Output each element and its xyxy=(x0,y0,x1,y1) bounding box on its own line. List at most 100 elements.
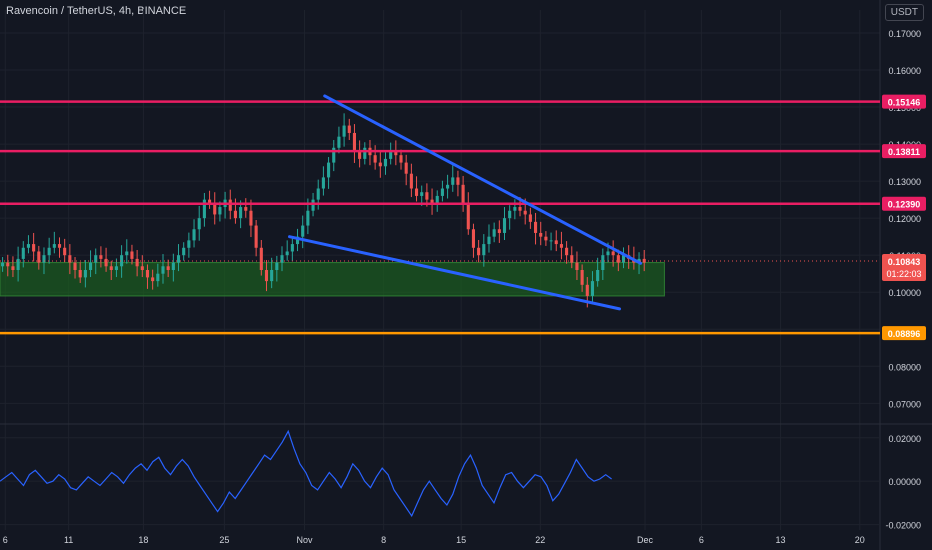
x-tick-label: 8 xyxy=(381,535,386,545)
support-zone xyxy=(0,262,665,297)
candle-body xyxy=(482,244,486,256)
candle-body xyxy=(140,266,144,270)
candle-body xyxy=(456,177,460,185)
candle-body xyxy=(156,273,160,282)
candle-body xyxy=(11,266,15,270)
oscillator-series-line xyxy=(0,429,612,518)
candle-body xyxy=(16,258,20,270)
candle-body xyxy=(539,232,543,237)
level-price-tag xyxy=(882,94,926,109)
trend-line-upper xyxy=(323,94,643,265)
y-tick-label: 0.08000 xyxy=(888,362,921,372)
candle-body xyxy=(332,147,336,163)
candle-body xyxy=(73,262,77,270)
candle-body xyxy=(523,210,527,215)
candle-body xyxy=(68,255,72,263)
candle-body xyxy=(580,270,584,285)
candle-body xyxy=(114,266,118,270)
candle-body xyxy=(52,244,56,248)
x-tick-label: 13 xyxy=(776,535,786,545)
y-tick-label: 0.16000 xyxy=(888,66,921,76)
candle-body xyxy=(145,270,150,278)
candle-body xyxy=(104,258,108,267)
candle-body xyxy=(533,221,538,233)
y-tick-label: 0.07000 xyxy=(888,399,921,409)
level-price-tag xyxy=(882,326,926,341)
candle-body xyxy=(518,207,522,211)
x-tick-label: Nov xyxy=(296,535,313,545)
candle-body xyxy=(616,255,620,263)
candle-body xyxy=(202,199,206,219)
candle-body xyxy=(37,251,41,263)
candle-body xyxy=(57,244,62,248)
candle-body xyxy=(130,251,134,259)
candle-body xyxy=(32,244,36,252)
candle-body xyxy=(446,184,450,189)
candle-body xyxy=(275,262,279,270)
candle-body xyxy=(218,207,222,215)
candle-body xyxy=(176,255,181,263)
level-price-label: 0.13811 xyxy=(888,147,920,157)
candle-body xyxy=(228,199,232,211)
candle-body xyxy=(373,155,377,163)
candle-body xyxy=(601,255,605,270)
level-price-tag xyxy=(882,144,926,159)
candle-body xyxy=(559,244,563,248)
candle-body xyxy=(611,251,615,256)
y-tick-label: 0.17000 xyxy=(888,29,921,39)
candle-body xyxy=(270,270,274,282)
candle-body xyxy=(192,229,196,241)
candle-body xyxy=(26,244,31,248)
candle-body xyxy=(420,192,424,196)
candle-body xyxy=(311,199,315,211)
x-tick-label: 11 xyxy=(64,535,73,545)
candle-body xyxy=(513,207,517,211)
candle-body xyxy=(290,244,294,252)
candle-body xyxy=(378,162,382,167)
candle-body xyxy=(63,247,67,256)
current-price-label: 0.10843 xyxy=(888,257,921,267)
candle-body xyxy=(383,158,388,167)
candle-body xyxy=(342,125,346,137)
candle-body xyxy=(151,277,155,282)
candle-body xyxy=(549,240,553,242)
candle-body xyxy=(78,270,82,278)
candle-body xyxy=(208,199,212,204)
candle-body xyxy=(99,255,103,259)
candle-body xyxy=(508,210,512,219)
trend-line-lower xyxy=(288,235,622,311)
candle-body xyxy=(425,192,429,200)
candle-body xyxy=(47,247,51,256)
candle-body xyxy=(120,255,124,267)
symbol-title: Ravencoin / TetherUS, 4h, BINANCE xyxy=(6,5,187,17)
candle-body xyxy=(575,262,579,270)
candle-body xyxy=(244,207,248,211)
candle-body xyxy=(352,132,356,152)
candle-body xyxy=(466,203,470,230)
candle-body xyxy=(502,218,507,233)
candle-body xyxy=(544,236,548,241)
candle-body xyxy=(1,262,5,267)
current-price-tag xyxy=(882,254,926,281)
x-tick-label: 15 xyxy=(456,535,466,545)
candle-body xyxy=(197,218,201,230)
candle-body xyxy=(161,266,165,274)
candle-body xyxy=(477,247,481,256)
candle-body xyxy=(440,188,444,196)
candle-body xyxy=(358,151,362,159)
level-price-label: 0.12390 xyxy=(888,200,921,210)
x-tick-label: 6 xyxy=(3,535,8,545)
candle-body xyxy=(285,251,289,256)
candle-body xyxy=(135,258,139,267)
candle-body xyxy=(337,136,341,148)
x-tick-label: 18 xyxy=(138,535,148,545)
candle-body xyxy=(316,188,320,200)
candle-body xyxy=(585,284,589,296)
candle-body xyxy=(471,229,476,248)
candle-body xyxy=(637,258,641,263)
candle-body xyxy=(596,270,600,282)
candle-body xyxy=(171,262,175,270)
candle-body xyxy=(327,162,331,178)
currency-button[interactable]: USDT xyxy=(884,4,924,21)
